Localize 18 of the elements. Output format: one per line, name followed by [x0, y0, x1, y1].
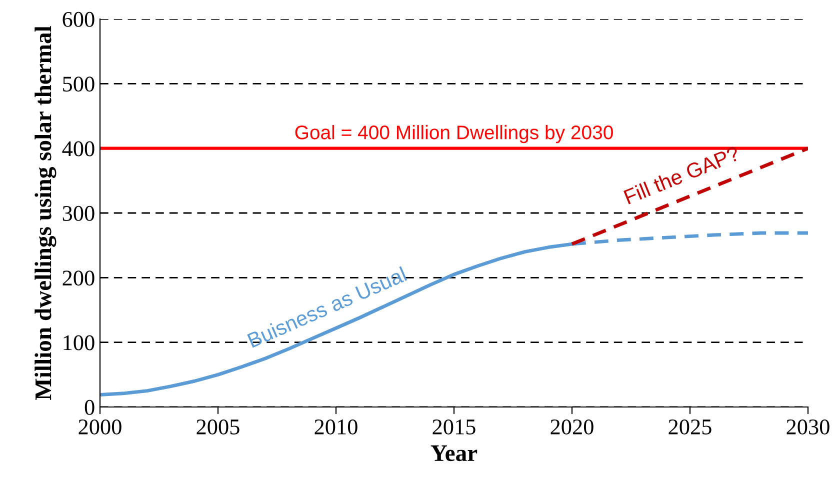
x-axis-title: Year: [430, 445, 478, 462]
x-tick-label: 2005: [196, 419, 240, 434]
x-tick-label: 2015: [432, 419, 476, 434]
x-tick-label: 2025: [668, 419, 712, 434]
y-tick-label: 600: [62, 12, 94, 27]
x-tick-label: 2000: [78, 419, 122, 434]
y-tick-label: 300: [62, 206, 94, 221]
y-tick-label: 0: [84, 400, 94, 415]
text: Fill the GAP?: [623, 145, 740, 204]
y-tick-label: 500: [63, 76, 94, 92]
x-tick-label: 2030: [786, 419, 830, 434]
y-axis-title: Million dwellings using solar thermal: [34, 26, 56, 400]
x-tick-label: 2010: [314, 419, 358, 434]
y-tick-label: 400: [62, 141, 94, 156]
y-tick-label: 100: [64, 335, 94, 350]
y-tick-label: 200: [62, 270, 94, 286]
x-tick-label: 2020: [550, 419, 594, 434]
ref-line-label: Goal = 400 Million Dwellings by 2030: [295, 125, 613, 144]
